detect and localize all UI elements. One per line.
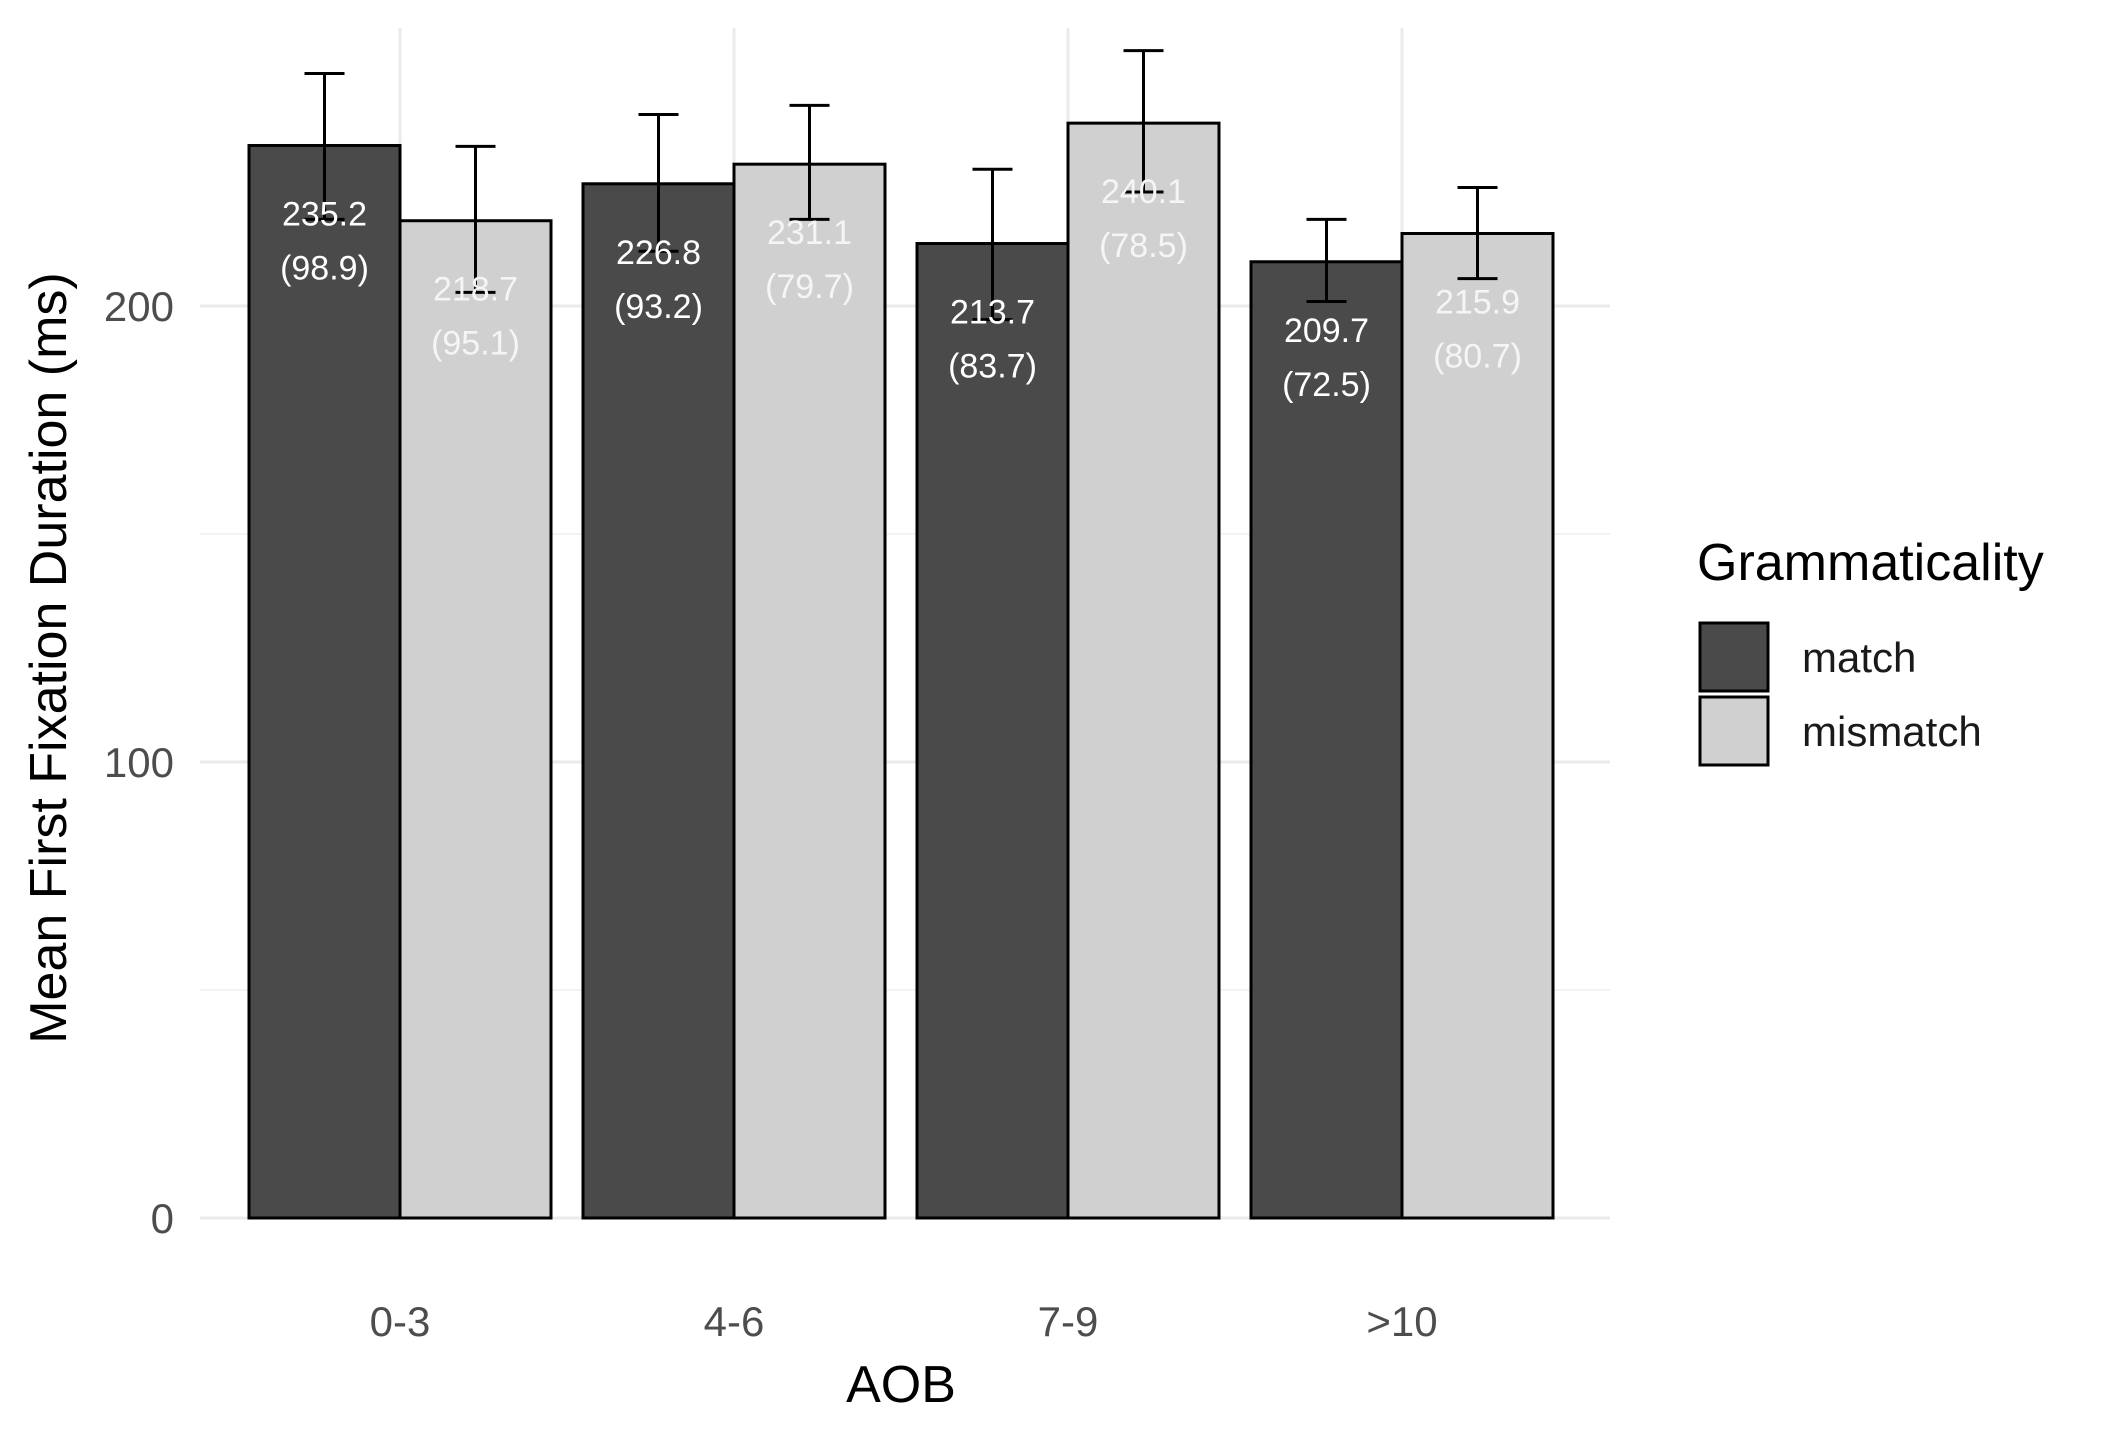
error-bars xyxy=(304,49,1498,322)
error-bar-match-2 xyxy=(972,167,1013,322)
legend-label-match: match xyxy=(1802,634,1916,681)
error-bar-mismatch-3 xyxy=(1457,185,1498,281)
x-axis-ticks: 0-3 4-6 7-9 >10 xyxy=(370,1298,1438,1345)
legend-key-mismatch xyxy=(1698,695,1770,767)
error-bar-mismatch-2 xyxy=(1123,49,1164,194)
y-axis-title: Mean First Fixation Duration (ms) xyxy=(20,272,78,1044)
bar-match-3 xyxy=(1249,260,1404,1220)
bar-mismatch-0 xyxy=(398,219,553,1220)
legend-title: Grammaticality xyxy=(1697,534,2044,592)
x-tick-label-2: 7-9 xyxy=(1038,1298,1099,1345)
bar-mismatch-3 xyxy=(1400,231,1555,1220)
x-tick-label-1: 4-6 xyxy=(704,1298,765,1345)
bar-mismatch-2 xyxy=(1066,121,1221,1220)
data-label-match-3: 209.7 xyxy=(1284,312,1369,350)
bar-match-1 xyxy=(581,182,736,1220)
data-label-mismatch-3: 215.9 xyxy=(1435,283,1520,321)
y-tick-label-0: 0 xyxy=(151,1195,174,1242)
data-label-match-2: 213.7 xyxy=(950,294,1035,332)
bar-mismatch-1 xyxy=(732,162,887,1220)
legend-label-mismatch: mismatch xyxy=(1802,708,1982,755)
error-bar-mismatch-1 xyxy=(789,103,830,221)
bars xyxy=(247,121,1555,1220)
data-label-sd-mismatch-1: (79.7) xyxy=(765,268,854,306)
error-bar-match-3 xyxy=(1306,217,1347,303)
data-label-sd-match-2: (83.7) xyxy=(948,348,1037,386)
bar-match-2 xyxy=(915,242,1070,1220)
error-bar-match-1 xyxy=(638,112,679,253)
legend: Grammaticality match mismatch xyxy=(1697,534,2044,767)
data-labels: 235.2 (98.9) 226.8 (93.2) 213.7 (83.7) 209.7 (7… xyxy=(280,173,1522,404)
error-bar-match-0 xyxy=(304,71,345,221)
data-label-match-1: 226.8 xyxy=(616,234,701,272)
data-label-sd-match-3: (72.5) xyxy=(1282,366,1371,404)
data-label-mismatch-1: 231.1 xyxy=(767,214,852,252)
y-tick-label-200: 200 xyxy=(104,283,174,330)
error-bar-mismatch-0 xyxy=(455,144,496,294)
data-label-sd-match-1: (93.2) xyxy=(614,288,703,326)
x-axis-title: AOB xyxy=(846,1356,956,1414)
bar-match-0 xyxy=(247,143,402,1220)
x-tick-label-3: >10 xyxy=(1366,1298,1437,1345)
data-label-sd-mismatch-0: (95.1) xyxy=(431,325,520,363)
data-label-sd-mismatch-2: (78.5) xyxy=(1099,227,1188,265)
legend-key-match xyxy=(1698,621,1770,693)
data-label-sd-mismatch-3: (80.7) xyxy=(1433,337,1522,375)
data-label-match-0: 235.2 xyxy=(282,195,367,233)
data-label-sd-match-0: (98.9) xyxy=(280,249,369,287)
y-axis-ticks: 0 100 200 xyxy=(104,283,174,1242)
data-label-mismatch-2: 240.1 xyxy=(1101,173,1186,211)
x-tick-label-0: 0-3 xyxy=(370,1298,431,1345)
data-label-mismatch-0: 218.7 xyxy=(433,271,518,309)
y-tick-label-100: 100 xyxy=(104,739,174,786)
